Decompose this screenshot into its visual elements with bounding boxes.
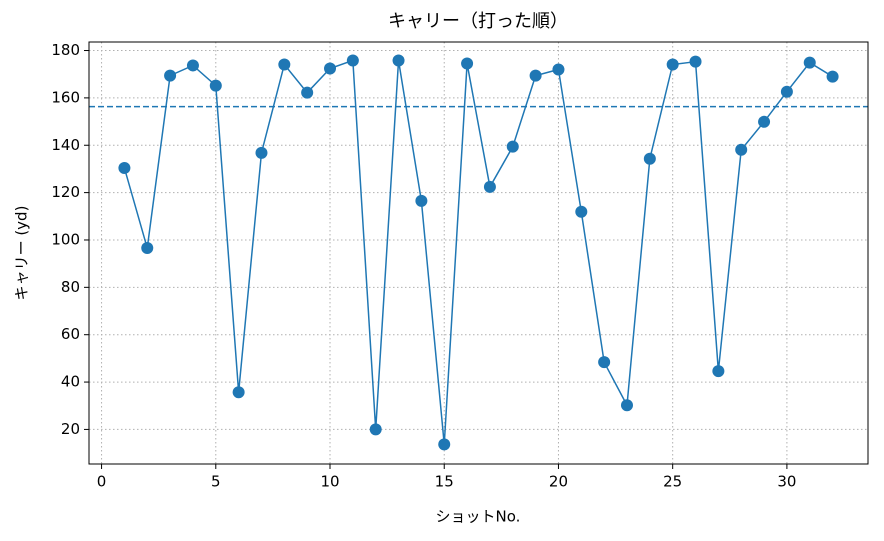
y-tick-label: 40 [61,373,80,391]
data-point [598,356,611,369]
data-point [575,205,588,218]
y-tick-label: 100 [51,230,80,248]
x-tick-label: 15 [435,473,454,491]
data-point [141,242,154,255]
data-point [255,146,268,159]
x-tick-label: 20 [549,473,568,491]
data-point [438,438,451,451]
y-tick-label: 160 [51,88,80,106]
data-point [735,143,748,156]
x-tick-label: 5 [211,473,221,491]
data-point [758,115,771,128]
x-tick-label: 30 [777,473,796,491]
x-tick-label: 10 [320,473,339,491]
y-tick-label: 180 [51,41,80,59]
data-point [118,161,131,174]
y-tick-label: 140 [51,136,80,154]
y-axis-label: キャリー (yd) [13,206,31,301]
x-axis-label: ショットNo. [436,508,521,526]
data-point [415,194,428,207]
data-point [529,69,542,82]
data-point [712,365,725,378]
series-line [123,59,833,445]
data-point [324,62,337,75]
chart-title: キャリー（打った順） [388,11,568,32]
data-point [209,79,222,92]
data-point [689,55,702,68]
x-tick-label: 0 [97,473,107,491]
y-tick-label: 20 [61,420,80,438]
y-tick-label: 60 [61,325,80,343]
x-tick-label: 25 [663,473,682,491]
data-point [620,399,633,412]
y-tick-label: 120 [51,183,80,201]
data-point [552,63,565,76]
data-point [346,54,359,67]
data-point [301,86,314,99]
data-point [506,140,519,153]
data-point [278,58,291,71]
data-point [186,59,199,72]
data-point [803,56,816,69]
data-point [666,58,679,71]
data-point [643,152,656,165]
y-tick-label: 80 [61,278,80,296]
data-point [483,180,496,193]
data-point [232,386,245,399]
data-point [369,423,382,436]
data-point [826,70,839,83]
data-point [164,69,177,82]
data-point [392,54,405,67]
plot-frame [88,41,869,465]
data-point [461,57,474,70]
data-point [780,85,793,98]
